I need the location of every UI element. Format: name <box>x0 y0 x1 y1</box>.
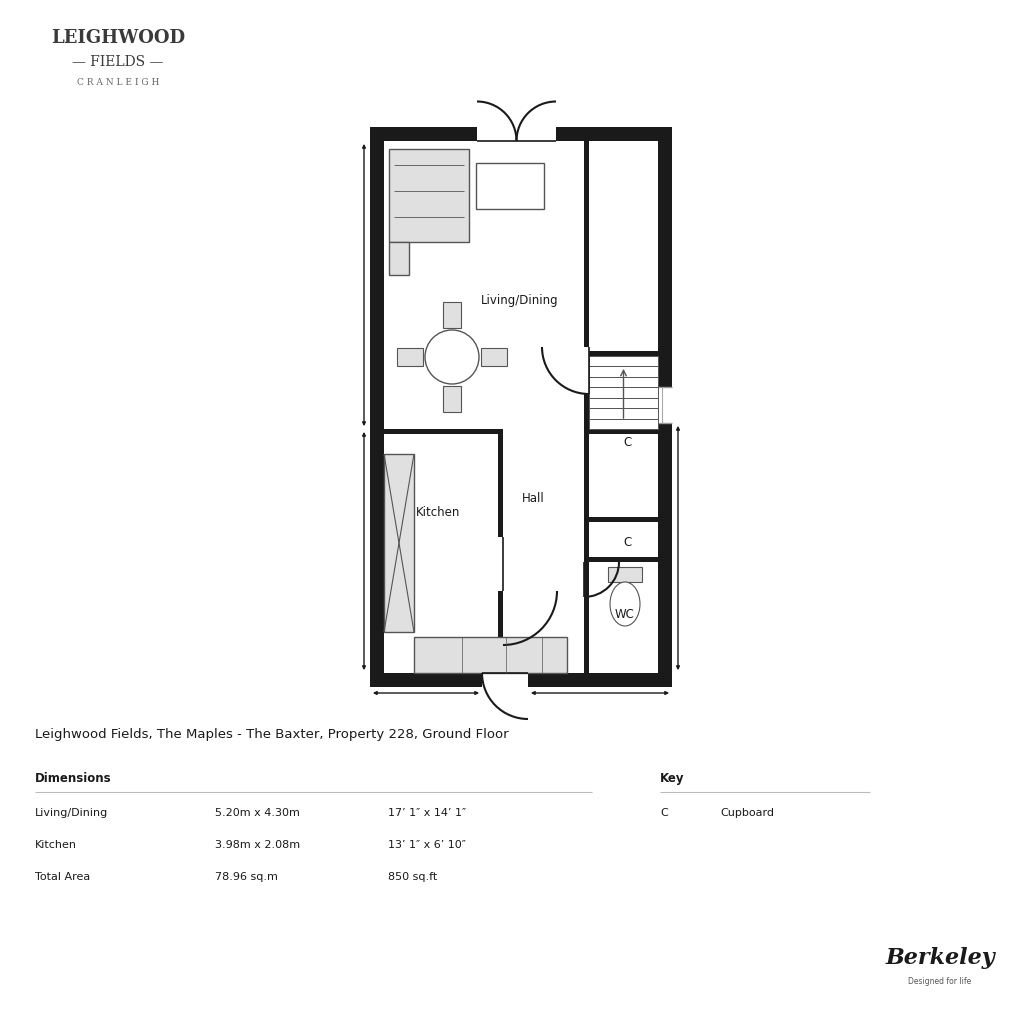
Bar <box>383 454 414 633</box>
Ellipse shape <box>609 583 639 627</box>
Bar <box>388 243 409 276</box>
Bar <box>482 674 528 688</box>
Text: 13’ 1″ x 6’ 10″: 13’ 1″ x 6’ 10″ <box>387 840 466 849</box>
Bar <box>584 518 657 523</box>
Text: Dimensions: Dimensions <box>35 771 111 785</box>
Text: C: C <box>624 535 632 548</box>
Text: Key: Key <box>659 771 684 785</box>
Text: 3.98m x 2.08m: 3.98m x 2.08m <box>215 840 300 849</box>
Bar <box>388 150 469 243</box>
Text: 78.96 sq.m: 78.96 sq.m <box>215 871 277 881</box>
Bar <box>657 387 672 424</box>
Bar <box>588 419 657 430</box>
Bar <box>588 409 657 419</box>
Bar <box>588 357 657 367</box>
Bar <box>477 127 555 142</box>
Text: C: C <box>659 807 667 817</box>
Text: Hall: Hall <box>521 491 544 504</box>
Text: Kitchen: Kitchen <box>416 505 460 518</box>
Bar <box>414 637 567 674</box>
Bar <box>476 164 543 210</box>
Text: Living/Dining: Living/Dining <box>481 293 558 306</box>
Bar <box>607 568 641 583</box>
Text: Kitchen: Kitchen <box>35 840 76 849</box>
Text: Total Area: Total Area <box>35 871 90 881</box>
Text: Leighwood Fields, The Maples - The Baxter, Property 228, Ground Floor: Leighwood Fields, The Maples - The Baxte… <box>35 728 508 740</box>
Bar <box>584 557 657 562</box>
Bar <box>370 127 672 688</box>
Bar <box>481 348 506 367</box>
Text: C: C <box>624 436 632 449</box>
Bar <box>396 348 423 367</box>
Bar <box>584 142 588 674</box>
Bar <box>588 388 657 398</box>
Bar <box>442 303 461 329</box>
Bar <box>588 398 657 409</box>
Text: C R A N L E I G H: C R A N L E I G H <box>76 77 159 87</box>
Bar <box>584 352 657 357</box>
Bar <box>584 347 588 394</box>
Text: WC: WC <box>614 608 634 621</box>
Text: Living/Dining: Living/Dining <box>35 807 108 817</box>
Text: 850 sq.ft: 850 sq.ft <box>387 871 437 881</box>
Bar <box>588 367 657 377</box>
Text: 5.20m x 4.30m: 5.20m x 4.30m <box>215 807 300 817</box>
Bar <box>383 142 657 674</box>
Text: Cupboard: Cupboard <box>719 807 773 817</box>
Bar <box>497 537 502 591</box>
Text: LEIGHWOOD: LEIGHWOOD <box>51 29 184 47</box>
Bar <box>442 386 461 413</box>
Text: 17’ 1″ x 14’ 1″: 17’ 1″ x 14’ 1″ <box>387 807 466 817</box>
Circle shape <box>425 331 479 384</box>
Bar <box>584 430 657 434</box>
Bar <box>588 377 657 388</box>
Text: Berkeley: Berkeley <box>884 946 994 968</box>
Text: Designed for life: Designed for life <box>908 976 971 985</box>
Bar <box>497 430 502 674</box>
Bar <box>383 430 497 434</box>
Text: — FIELDS —: — FIELDS — <box>72 55 163 69</box>
